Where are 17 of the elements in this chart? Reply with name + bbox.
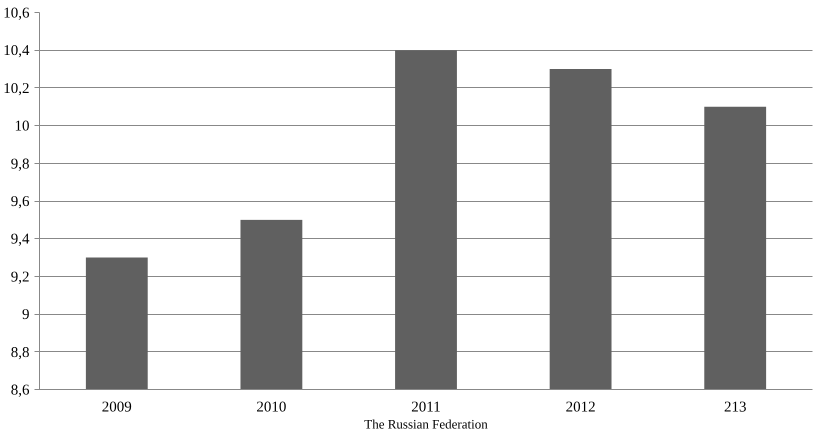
- y-tick-label: 10,2: [3, 80, 30, 97]
- y-tick-label: 9,6: [10, 194, 30, 210]
- x-axis-title: The Russian Federation: [364, 416, 488, 432]
- y-tick-label: 9,4: [10, 232, 30, 248]
- x-tick-label: 2009: [102, 400, 132, 416]
- y-tick-label: 9: [22, 307, 30, 324]
- x-tick-label: 2012: [566, 400, 596, 416]
- y-tick-label: 9,2: [10, 269, 30, 286]
- y-tick-label: 8,8: [10, 344, 30, 361]
- x-tick-label: 2010: [256, 400, 286, 416]
- y-tick-label: 9,8: [10, 156, 30, 172]
- y-tick-label: 10,6: [3, 6, 30, 22]
- x-tick-label: 2011: [411, 400, 441, 416]
- y-tick-label: 8,6: [10, 382, 30, 398]
- y-tick-label: 10,4: [3, 43, 30, 60]
- x-tick-label: 213: [724, 400, 746, 416]
- y-tick-label: 10: [14, 118, 30, 135]
